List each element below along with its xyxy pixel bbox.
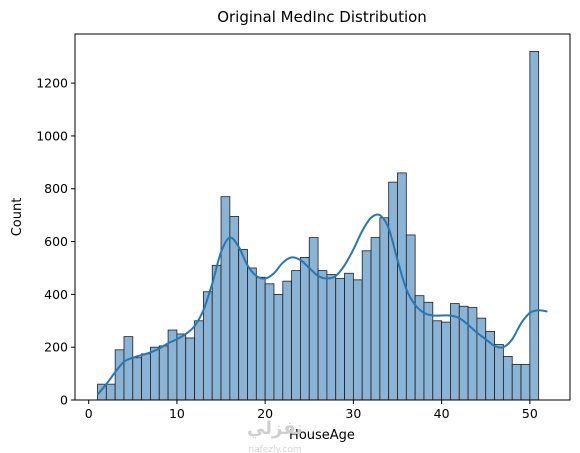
histogram-bar [300, 257, 310, 401]
histogram-bar [441, 321, 451, 401]
histogram-bar [494, 344, 504, 401]
histogram-bar [123, 336, 134, 401]
y-tick-label: 200 [44, 340, 68, 355]
histogram-bar [370, 237, 381, 401]
histogram-bar [247, 267, 257, 401]
x-tick-label: 20 [257, 406, 273, 421]
histogram-bar [150, 346, 160, 401]
histogram-bars [97, 51, 540, 401]
histogram-bar [211, 264, 222, 401]
histogram-bar [114, 349, 125, 401]
histogram-bar [238, 249, 248, 401]
histogram-bar [317, 270, 328, 401]
x-tick-label: 0 [85, 406, 93, 421]
x-axis: 0 10 20 30 40 50 [85, 400, 538, 421]
y-tick-label: 1000 [36, 128, 68, 143]
histogram-bar [423, 301, 434, 401]
histogram-bar [176, 333, 187, 401]
histogram-bar [185, 337, 195, 401]
y-tick-label: 1200 [36, 76, 68, 91]
x-axis-label: HouseAge [289, 428, 355, 443]
histogram-bar [273, 293, 284, 401]
histogram-bar [158, 345, 169, 401]
histogram-bar [194, 320, 204, 401]
histogram-bar [335, 278, 345, 401]
x-tick-label: 50 [522, 406, 538, 421]
watermark: نفزلي nafezly.com [247, 418, 303, 453]
plot-frame [74, 33, 571, 401]
histogram-bar [326, 274, 337, 401]
histogram-bar [502, 356, 513, 401]
histogram-bar [220, 196, 231, 401]
histogram-bar [291, 270, 301, 401]
histogram-bar [344, 272, 354, 401]
y-tick-label: 400 [44, 287, 68, 302]
histogram-bar [361, 250, 372, 401]
y-tick-label: 0 [60, 393, 68, 408]
x-tick-label: 10 [169, 406, 185, 421]
histogram-bar [352, 279, 363, 401]
watermark-sub-text: nafezly.com [248, 445, 301, 453]
kde-line [96, 213, 548, 396]
histogram-bar [432, 320, 443, 401]
histogram-bar [282, 280, 293, 401]
x-tick-label: 40 [434, 406, 450, 421]
histogram-bar [405, 234, 416, 401]
histogram-bar [511, 363, 522, 401]
y-axis: 0 200 400 600 800 1000 1200 [36, 76, 75, 408]
histogram-bar [132, 357, 143, 401]
y-axis-label: Count [10, 198, 25, 237]
y-tick-label: 800 [44, 181, 68, 196]
chart-title: Original MedInc Distribution [217, 8, 427, 26]
histogram-bar [308, 237, 319, 401]
histogram-bar [141, 353, 151, 401]
x-tick-label: 30 [345, 406, 361, 421]
histogram-bar [264, 283, 275, 401]
histogram-bar [255, 276, 266, 401]
y-tick-label: 600 [44, 234, 68, 249]
histogram-bar [379, 217, 390, 401]
histogram-bar [467, 307, 478, 401]
histogram-bar [520, 363, 531, 401]
histogram-bar [476, 317, 487, 401]
histogram-bar [529, 51, 540, 401]
histogram-bar [388, 181, 398, 401]
histogram-bar [105, 383, 116, 401]
watermark-logo-text: نفزلي [247, 418, 303, 439]
